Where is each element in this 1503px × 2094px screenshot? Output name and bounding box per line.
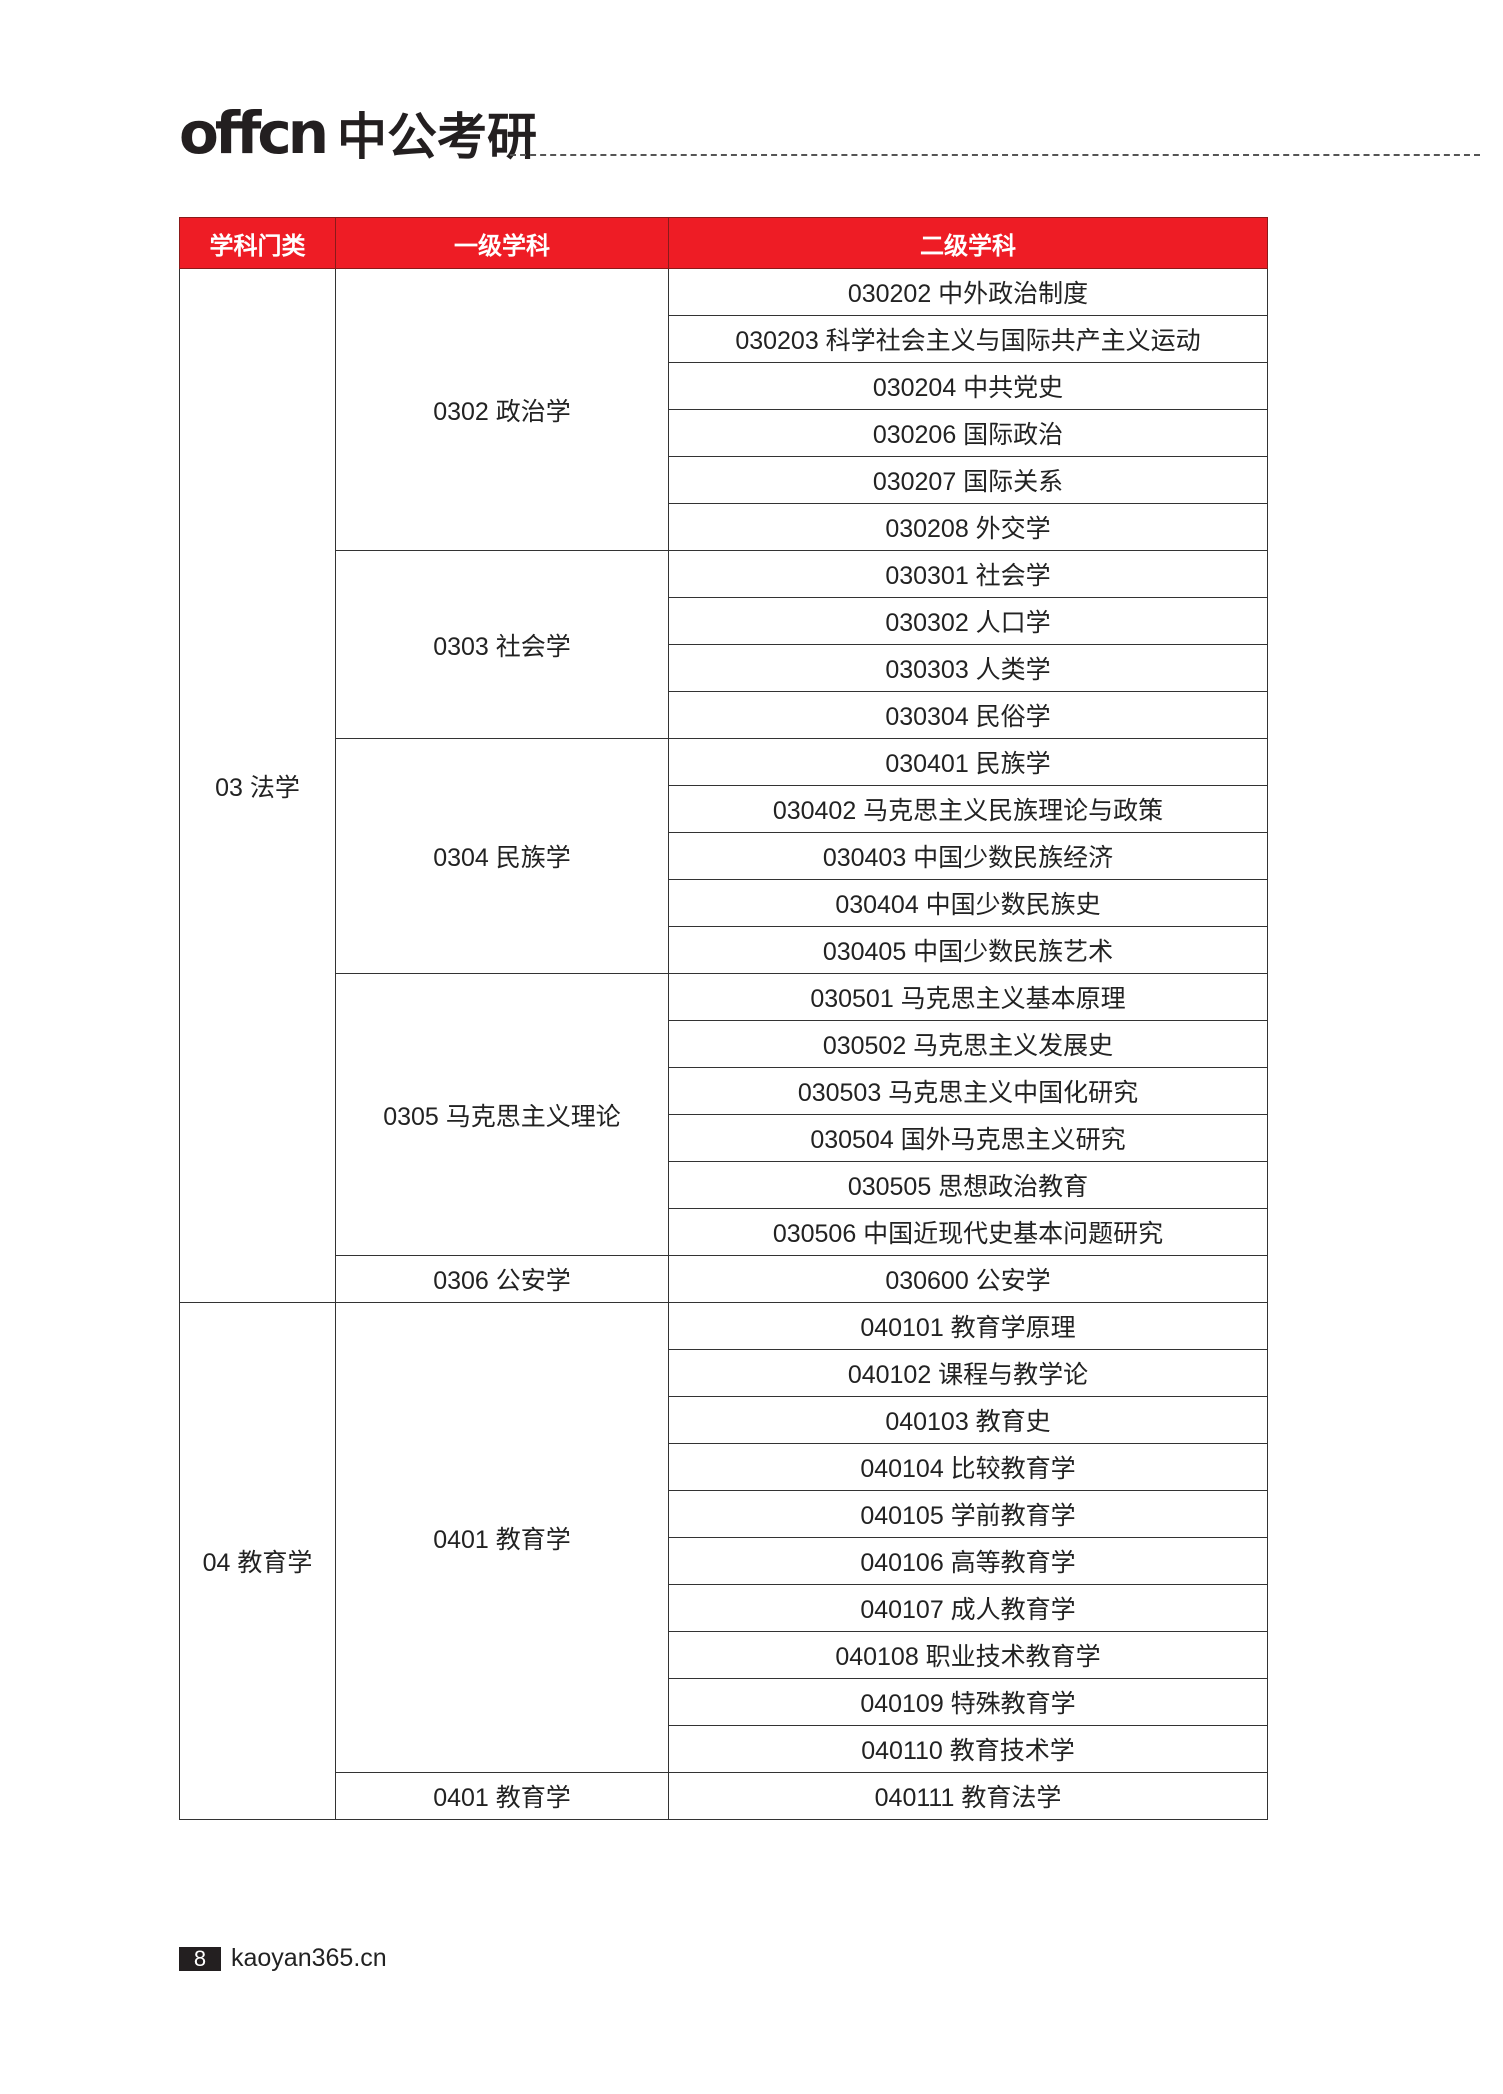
- second-level-cell: 030503 马克思主义中国化研究: [668, 1067, 1268, 1115]
- second-level-cell: 040111 教育法学: [668, 1772, 1268, 1820]
- first-level-cell: 0303 社会学: [335, 550, 669, 739]
- footer: 8 kaoyan365.cn: [179, 1944, 387, 1973]
- second-level-cell: 030506 中国近现代史基本问题研究: [668, 1208, 1268, 1256]
- second-level-cell: 040103 教育史: [668, 1396, 1268, 1444]
- table-row: 0305 马克思主义理论 030501 马克思主义基本原理: [180, 973, 1268, 1256]
- second-level-cell: 030208 外交学: [668, 503, 1268, 551]
- logo-chinese: 中公考研: [337, 109, 537, 165]
- table-row: 030204 中共党史: [180, 362, 1268, 410]
- second-level-cell: 030202 中外政治制度: [668, 268, 1268, 316]
- header-first-level: 一级学科: [335, 217, 669, 269]
- table-row: 030206 国际政治: [180, 409, 1268, 457]
- table-row: 040106 高等教育学: [180, 1537, 1268, 1585]
- table-header-row: 学科门类 一级学科 二级学科: [179, 217, 1268, 269]
- second-level-cell: 030302 人口学: [668, 597, 1268, 645]
- table-row: 030203 科学社会主义与国际共产主义运动: [180, 315, 1268, 363]
- table-row: 0306 公安学 030600 公安学: [180, 1255, 1268, 1303]
- offcn-logo: offcn 中公考研: [179, 92, 537, 162]
- first-level-cell: 0401 教育学: [335, 1772, 669, 1820]
- second-level-cell: 030401 民族学: [668, 738, 1268, 786]
- second-level-cell: 030303 人类学: [668, 644, 1268, 692]
- first-level-cell: 0302 政治学: [335, 268, 669, 551]
- site-url: kaoyan365.cn: [231, 1944, 387, 1972]
- second-level-cell: 040105 学前教育学: [668, 1490, 1268, 1538]
- second-level-cell: 030301 社会学: [668, 550, 1268, 598]
- second-level-cell: 030504 国外马克思主义研究: [668, 1114, 1268, 1162]
- second-level-cell: 030505 思想政治教育: [668, 1161, 1268, 1209]
- second-level-cell: 030502 马克思主义发展史: [668, 1020, 1268, 1068]
- second-level-cell: 040101 教育学原理: [668, 1302, 1268, 1350]
- logo-wordmark: offcn: [179, 99, 329, 167]
- table-row: 0303 社会学 030301 社会学: [180, 550, 1268, 739]
- first-level-cell: 0306 公安学: [335, 1255, 669, 1303]
- header-second-level: 二级学科: [668, 217, 1268, 269]
- table-row: 0401 教育学 040111 教育法学: [180, 1772, 1268, 1820]
- table-row: 030302 人口学: [180, 597, 1268, 645]
- page-number: 8: [179, 1946, 221, 1971]
- second-level-cell: 040102 课程与教学论: [668, 1349, 1268, 1397]
- second-level-cell: 030402 马克思主义民族理论与政策: [668, 785, 1268, 833]
- table-row: 030403 中国少数民族经济: [180, 832, 1268, 880]
- second-level-cell: 030304 民俗学: [668, 691, 1268, 739]
- second-level-cell: 040109 特殊教育学: [668, 1678, 1268, 1726]
- table-row: 030404 中国少数民族史: [180, 879, 1268, 927]
- table-row: 04 教育学 0401 教育学 040101 教育学原理: [179, 1302, 1268, 1820]
- second-level-cell: 030203 科学社会主义与国际共产主义运动: [668, 315, 1268, 363]
- second-level-cell: 030204 中共党史: [668, 362, 1268, 410]
- header-category: 学科门类: [179, 217, 336, 269]
- second-level-cell: 040106 高等教育学: [668, 1537, 1268, 1585]
- second-level-cell: 030404 中国少数民族史: [668, 879, 1268, 927]
- table-row: 0304 民族学 030401 民族学: [180, 738, 1268, 974]
- table-row: 030506 中国近现代史基本问题研究: [180, 1208, 1268, 1256]
- second-level-cell: 040107 成人教育学: [668, 1584, 1268, 1632]
- second-level-cell: 030600 公安学: [668, 1255, 1268, 1303]
- table-row: 040104 比较教育学: [180, 1443, 1268, 1491]
- table-row: 030405 中国少数民族艺术: [180, 926, 1268, 974]
- second-level-cell: 030501 马克思主义基本原理: [668, 973, 1268, 1021]
- second-level-cell: 040108 职业技术教育学: [668, 1631, 1268, 1679]
- table-row: 040105 学前教育学: [180, 1490, 1268, 1538]
- table-row: 040110 教育技术学: [180, 1725, 1268, 1773]
- category-cell: 03 法学: [179, 268, 336, 1303]
- second-level-cell: 030405 中国少数民族艺术: [668, 926, 1268, 974]
- table-row: 040108 职业技术教育学: [180, 1631, 1268, 1679]
- second-level-cell: 040110 教育技术学: [668, 1725, 1268, 1773]
- table-row: 030504 国外马克思主义研究: [180, 1114, 1268, 1162]
- table-row: 040109 特殊教育学: [180, 1678, 1268, 1726]
- table-row: 040102 课程与教学论: [180, 1349, 1268, 1397]
- table-row: 03 法学 0302 政治学 030202 中外政治制度: [179, 268, 1268, 1303]
- first-level-cell: 0304 民族学: [335, 738, 669, 974]
- header-divider: [510, 154, 1480, 156]
- table-row: 040107 成人教育学: [180, 1584, 1268, 1632]
- discipline-table: 学科门类 一级学科 二级学科 03 法学 0302 政治学 030202 中外政治制…: [179, 217, 1268, 1820]
- first-level-cell: 0401 教育学: [335, 1302, 669, 1773]
- table-row: 030402 马克思主义民族理论与政策: [180, 785, 1268, 833]
- second-level-cell: 030206 国际政治: [668, 409, 1268, 457]
- second-level-cell: 030403 中国少数民族经济: [668, 832, 1268, 880]
- category-cell: 04 教育学: [179, 1302, 336, 1820]
- second-level-cell: 040104 比较教育学: [668, 1443, 1268, 1491]
- second-level-cell: 030207 国际关系: [668, 456, 1268, 504]
- first-level-cell: 0305 马克思主义理论: [335, 973, 669, 1256]
